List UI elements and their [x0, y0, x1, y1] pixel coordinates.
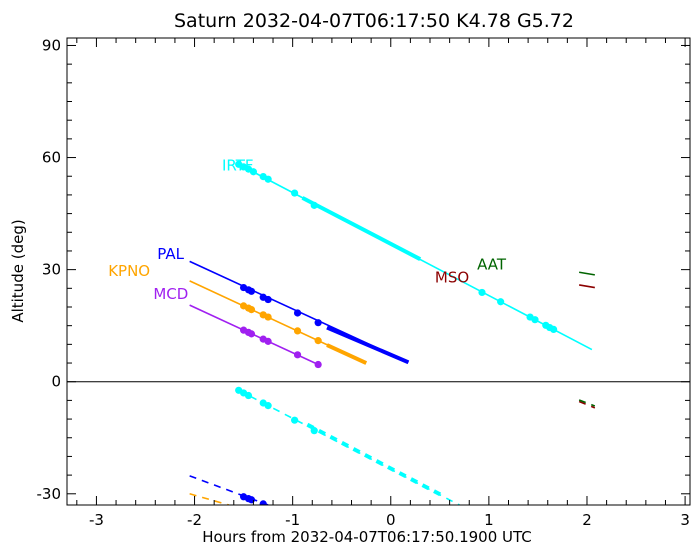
mso-track-line [579, 284, 595, 289]
pal-point-2 [247, 287, 256, 295]
x-tick-label: 3 [680, 511, 690, 529]
y-tick-label: 0 [51, 373, 61, 391]
y-tick-label: 90 [42, 36, 61, 54]
irtf-observable-segment [301, 196, 422, 261]
pal-point-5 [293, 309, 302, 317]
pal-point-4 [264, 295, 272, 304]
kpno-point-5 [293, 327, 302, 335]
irtf-point-8 [478, 288, 486, 297]
pal-label: PAL [157, 245, 184, 263]
y-axis-label: Altitude (deg) [9, 219, 27, 322]
kpno-point-4 [264, 313, 272, 321]
aat-track-line [579, 271, 595, 276]
aat-label: AAT [477, 256, 507, 274]
plot-frame [66, 37, 691, 506]
irtf-point-5 [264, 175, 272, 183]
kpno-observable-segment [326, 343, 368, 365]
kpno-point-6 [314, 337, 322, 345]
mcd-point-6 [314, 360, 322, 369]
mcd-point-5 [293, 351, 302, 359]
irtf-label: IRTF [222, 157, 254, 175]
irtf-point-9 [497, 298, 505, 306]
x-tick-label: -3 [89, 511, 104, 529]
mcd-point-2 [247, 330, 256, 338]
pal-point-6 [314, 319, 322, 327]
mcd-label: MCD [153, 285, 188, 303]
irtf-point-3 [249, 168, 258, 176]
irtf-point-6 [291, 189, 299, 197]
kpno-below-horizon-line [189, 493, 230, 505]
x-tick-label: -2 [187, 511, 202, 529]
axes: -3 -2 -1 0 1 2 3 90 60 30 0 -30 [37, 36, 691, 529]
irtf-below-horizon-segment [306, 422, 446, 499]
y-tick-label: 60 [42, 149, 61, 167]
irtf-point-below-6 [310, 427, 318, 435]
aat-below-horizon-line [578, 399, 596, 407]
kpno-label: KPNO [108, 262, 150, 280]
pal-below-horizon-line [189, 475, 269, 505]
pal-point-below-2 [247, 496, 256, 504]
mcd-point-4 [264, 337, 272, 345]
irtf-below-horizon-line [238, 389, 460, 505]
y-tick-label: 30 [42, 261, 61, 279]
y-tick-label: -30 [37, 485, 62, 503]
irtf-point-below-4 [264, 402, 272, 410]
kpno-point-2 [247, 306, 256, 314]
x-tick-label: 2 [582, 511, 592, 529]
x-tick-label: 1 [484, 511, 494, 529]
pal-observable-segment [326, 325, 410, 365]
x-tick-label: 0 [386, 511, 396, 529]
mso-label: MSO [435, 269, 469, 287]
irtf-point-below-2 [244, 391, 253, 400]
irtf-point-below-5 [291, 416, 299, 424]
x-tick-label: -1 [285, 511, 300, 529]
pal-point-below-3 [259, 500, 267, 505]
chart-title: Saturn 2032-04-07T06:17:50 K4.78 G5.72 [174, 10, 574, 32]
x-axis-label: Hours from 2032-04-07T06:17:50.1900 UTC [202, 528, 532, 545]
irtf-point-14 [550, 325, 558, 334]
irtf-point-7 [310, 201, 318, 209]
mso-below-horizon-line [578, 400, 596, 409]
irtf-point-11 [531, 316, 539, 324]
